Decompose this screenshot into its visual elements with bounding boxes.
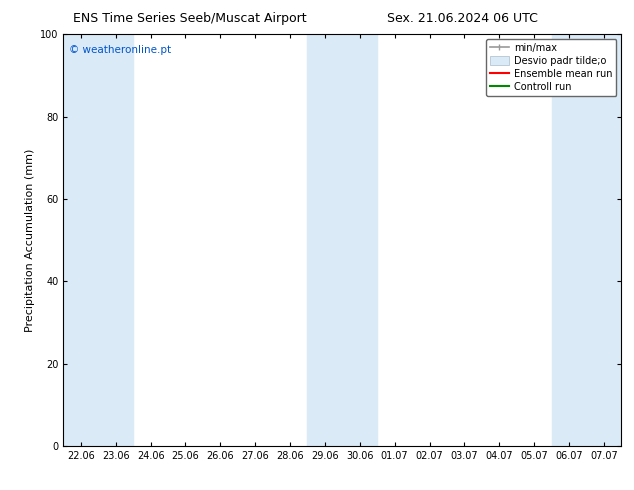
Bar bbox=[552, 34, 621, 446]
Legend: min/max, Desvio padr tilde;o, Ensemble mean run, Controll run: min/max, Desvio padr tilde;o, Ensemble m… bbox=[486, 39, 616, 96]
Text: ENS Time Series Seeb/Muscat Airport: ENS Time Series Seeb/Muscat Airport bbox=[74, 12, 307, 25]
Bar bbox=[63, 34, 133, 446]
Y-axis label: Precipitation Accumulation (mm): Precipitation Accumulation (mm) bbox=[25, 148, 35, 332]
Text: Sex. 21.06.2024 06 UTC: Sex. 21.06.2024 06 UTC bbox=[387, 12, 538, 25]
Bar bbox=[307, 34, 377, 446]
Text: © weatheronline.pt: © weatheronline.pt bbox=[69, 45, 171, 54]
